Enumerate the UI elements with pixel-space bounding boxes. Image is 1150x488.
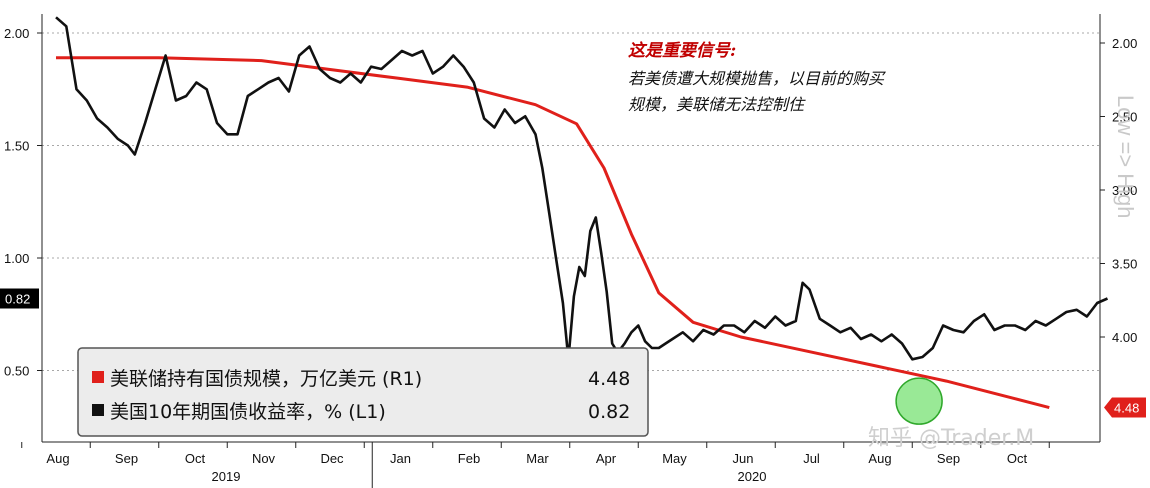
highlight-marker: [895, 377, 943, 425]
annotation-line-2: 规模，美联储无法控制住: [628, 95, 806, 114]
x-tick-label: Sep: [115, 451, 138, 466]
x-tick-label: Jan: [390, 451, 411, 466]
left-tick-label: 1.50: [4, 139, 29, 154]
x-tick-label: Apr: [596, 451, 617, 466]
legend-value-yield: 0.82: [588, 401, 630, 423]
left-tick-label: 1.00: [4, 251, 29, 266]
x-tick-label: Sep: [937, 451, 960, 466]
right-tick-label: 3.50: [1112, 257, 1137, 272]
x-tick-label: Aug: [46, 451, 69, 466]
x-tick-label: Oct: [185, 451, 206, 466]
x-tick-label: Oct: [1007, 451, 1028, 466]
legend-label-fed: 美联储持有国债规模，万亿美元 (R1): [110, 368, 422, 390]
right-tick-label: 2.50: [1112, 110, 1137, 125]
series-line-10y-yield: [55, 16, 1109, 361]
right-tick-label: 4.00: [1112, 330, 1137, 345]
legend-label-yield: 美国10年期国债收益率，% (L1): [110, 401, 386, 423]
right-last-value-tag: [1104, 397, 1146, 418]
x-tick-label: Nov: [252, 451, 276, 466]
left-last-value-tag: [0, 288, 39, 309]
legend-swatch-yield: [92, 404, 104, 416]
watermark: 知乎 @Trader.M: [868, 426, 1034, 451]
legend-value-fed: 4.48: [588, 368, 630, 390]
legend-box: 美联储持有国债规模，万亿美元 (R1) 4.48 美国10年期国债收益率，% (…: [77, 347, 649, 437]
x-tick-label: Mar: [526, 451, 549, 466]
right-axis: 2.00 2.50 3.00 3.50 4.00 4.48: [1100, 36, 1146, 418]
left-axis: 2.00 1.50 1.00 0.50 0.82: [0, 26, 42, 379]
x-tick-label: Dec: [320, 451, 344, 466]
year-label-2019: 2019: [212, 469, 241, 484]
left-tick-label: 0.50: [4, 364, 29, 379]
highlight-circle: [895, 377, 943, 425]
right-axis-label: Low => High: [1113, 95, 1138, 219]
x-axis: Aug Sep Oct Nov Dec Jan Feb Mar Apr May Jun Jul Aug S…: [21, 442, 1050, 488]
x-tick-label: Jul: [803, 451, 820, 466]
annotation-line-1: 若美债遭大规模抛售，以目前的购买: [628, 69, 886, 88]
x-tick-label: Feb: [458, 451, 480, 466]
x-tick-label: Jun: [733, 451, 754, 466]
annotation-title: 这是重要信号:: [628, 41, 736, 61]
x-tick-label: May: [662, 451, 687, 466]
series-layer: [55, 16, 1109, 410]
left-last-value-label: 0.82: [5, 292, 30, 307]
x-tick-label: Aug: [868, 451, 891, 466]
right-tick-label: 2.00: [1112, 36, 1137, 51]
year-label-2020: 2020: [738, 469, 767, 484]
legend-swatch-fed: [92, 371, 104, 383]
right-last-value-label: 4.48: [1114, 401, 1139, 416]
right-tick-label: 3.00: [1112, 183, 1137, 198]
left-tick-label: 2.00: [4, 26, 29, 41]
